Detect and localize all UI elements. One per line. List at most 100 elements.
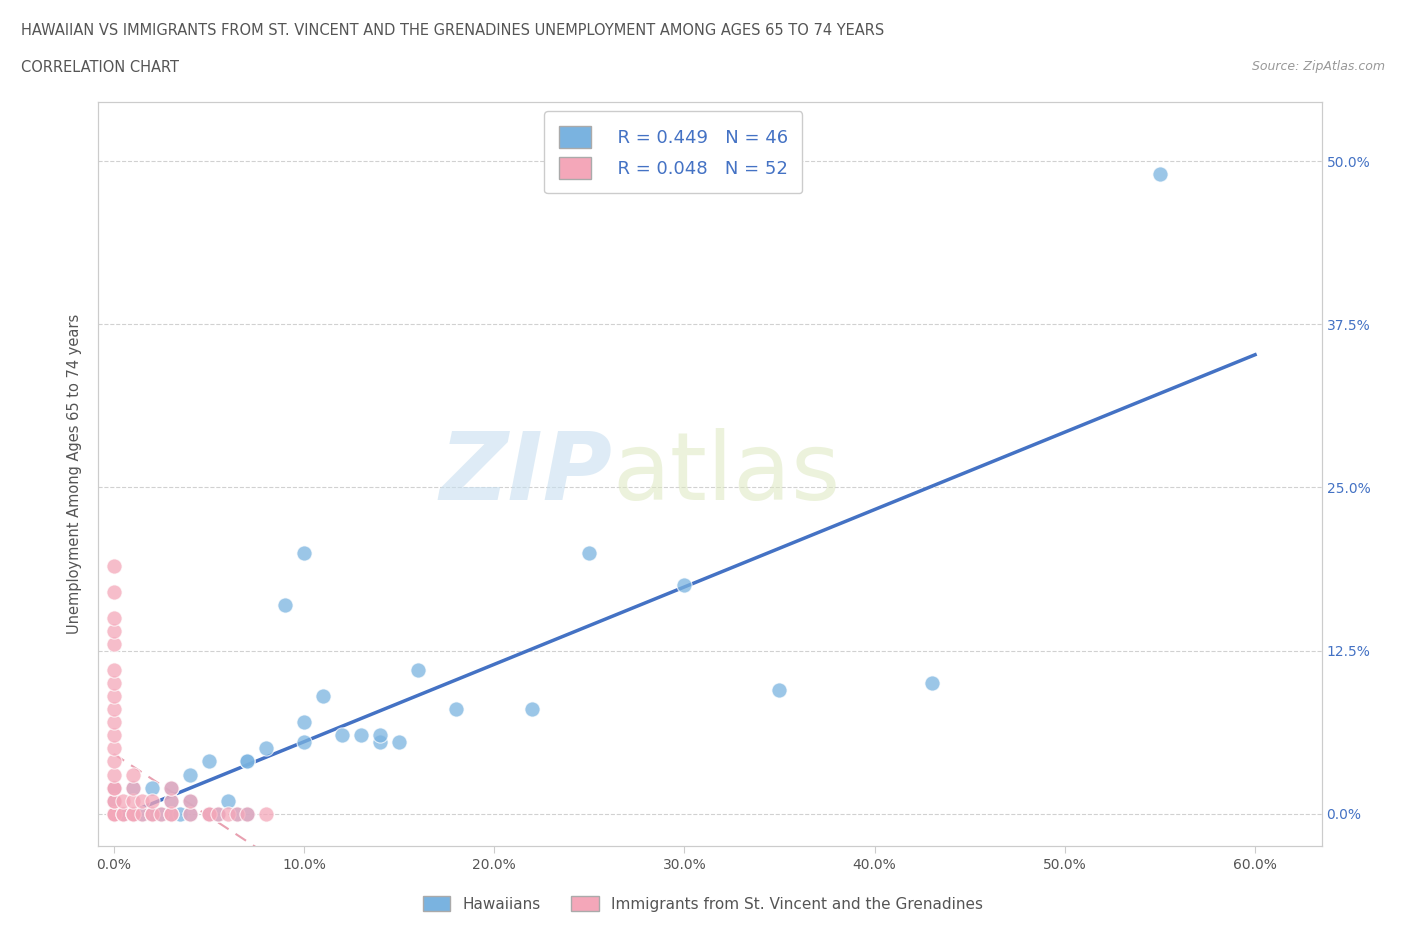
Point [131, 806, 153, 821]
Point [226, 806, 249, 821]
Point [103, 806, 125, 821]
Point [197, 806, 219, 821]
Point [103, 806, 125, 821]
Point [274, 597, 297, 612]
Point [121, 806, 143, 821]
Point [112, 806, 135, 821]
Point [217, 793, 239, 808]
Text: HAWAIIAN VS IMMIGRANTS FROM ST. VINCENT AND THE GRENADINES UNEMPLOYMENT AMONG AG: HAWAIIAN VS IMMIGRANTS FROM ST. VINCENT … [21, 23, 884, 38]
Point [197, 806, 219, 821]
Point [103, 584, 125, 599]
Point [131, 806, 153, 821]
Point [103, 780, 125, 795]
Point [103, 806, 125, 821]
Point [207, 806, 229, 821]
Point [236, 806, 259, 821]
Point [179, 806, 201, 821]
Point [103, 728, 125, 743]
Point [141, 806, 163, 821]
Point [254, 806, 277, 821]
Point [388, 735, 411, 750]
Point [121, 806, 143, 821]
Point [103, 806, 125, 821]
Point [103, 558, 125, 573]
Point [236, 754, 259, 769]
Point [350, 728, 373, 743]
Point [103, 715, 125, 730]
Point [103, 806, 125, 821]
Point [112, 793, 135, 808]
Point [207, 806, 229, 821]
Point [121, 806, 143, 821]
Point [112, 806, 135, 821]
Point [292, 735, 315, 750]
Point [121, 767, 143, 782]
Point [103, 780, 125, 795]
Point [103, 806, 125, 821]
Text: ZIP: ZIP [439, 429, 612, 520]
Point [179, 767, 201, 782]
Point [103, 793, 125, 808]
Point [103, 663, 125, 678]
Point [1149, 166, 1171, 181]
Point [150, 806, 173, 821]
Point [217, 806, 239, 821]
Point [768, 683, 790, 698]
Point [103, 793, 125, 808]
Point [103, 767, 125, 782]
Point [103, 702, 125, 717]
Point [179, 793, 201, 808]
Point [578, 545, 600, 560]
Point [921, 676, 943, 691]
Point [159, 780, 181, 795]
Point [236, 754, 259, 769]
Point [368, 735, 391, 750]
Point [179, 793, 201, 808]
Point [179, 806, 201, 821]
Point [292, 545, 315, 560]
Point [121, 793, 143, 808]
Point [103, 780, 125, 795]
Point [141, 780, 163, 795]
Point [103, 636, 125, 651]
Point [103, 806, 125, 821]
Point [159, 806, 181, 821]
Point [312, 689, 335, 704]
Point [520, 702, 543, 717]
Point [103, 754, 125, 769]
Legend: Hawaiians, Immigrants from St. Vincent and the Grenadines: Hawaiians, Immigrants from St. Vincent a… [416, 889, 990, 918]
Point [103, 676, 125, 691]
Y-axis label: Unemployment Among Ages 65 to 74 years: Unemployment Among Ages 65 to 74 years [67, 314, 83, 634]
Point [159, 806, 181, 821]
Text: Source: ZipAtlas.com: Source: ZipAtlas.com [1251, 60, 1385, 73]
Point [169, 806, 191, 821]
Point [141, 793, 163, 808]
Legend:   R = 0.449   N = 46,   R = 0.048   N = 52: R = 0.449 N = 46, R = 0.048 N = 52 [544, 112, 803, 193]
Point [444, 702, 467, 717]
Point [141, 806, 163, 821]
Point [121, 780, 143, 795]
Point [254, 741, 277, 756]
Point [131, 793, 153, 808]
Point [197, 806, 219, 821]
Point [673, 578, 696, 592]
Point [103, 610, 125, 625]
Point [159, 793, 181, 808]
Point [121, 806, 143, 821]
Point [141, 806, 163, 821]
Point [121, 780, 143, 795]
Point [197, 754, 219, 769]
Point [159, 780, 181, 795]
Point [368, 728, 391, 743]
Point [236, 806, 259, 821]
Point [103, 793, 125, 808]
Point [159, 806, 181, 821]
Text: atlas: atlas [612, 429, 841, 520]
Point [103, 689, 125, 704]
Point [406, 663, 429, 678]
Point [330, 728, 353, 743]
Point [292, 715, 315, 730]
Point [226, 806, 249, 821]
Point [150, 806, 173, 821]
Point [103, 623, 125, 638]
